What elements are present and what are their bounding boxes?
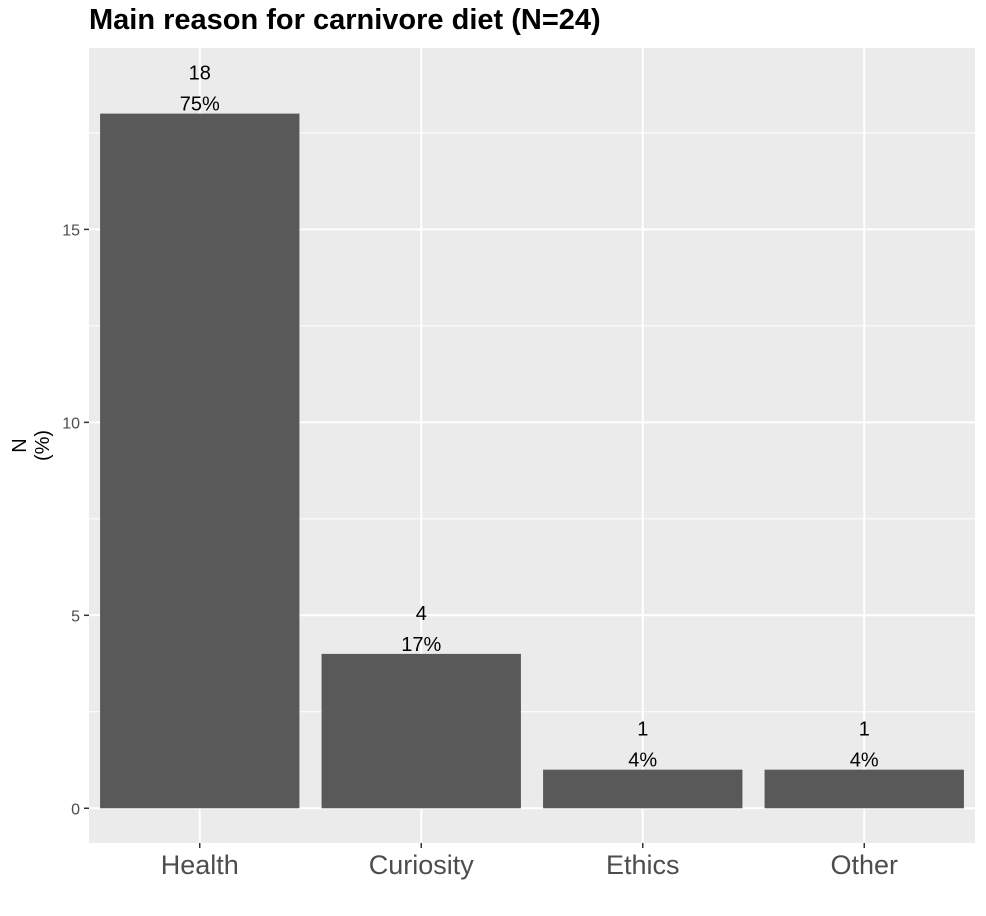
x-tick-label: Other <box>830 850 898 880</box>
x-tick-label: Health <box>161 850 239 880</box>
chart-title: Main reason for carnivore diet (N=24) <box>89 4 601 36</box>
bar-count-label: 4 <box>416 603 427 625</box>
bar-count-label: 18 <box>189 63 211 85</box>
y-tick-label: 0 <box>71 801 80 818</box>
bar-percent-label: 4% <box>850 750 879 772</box>
x-tick-label: Ethics <box>606 850 680 880</box>
y-tick-label: 15 <box>62 222 80 239</box>
bar-percent-label: 4% <box>628 750 657 772</box>
x-tick-label: Curiosity <box>369 850 475 880</box>
bar-other <box>764 769 964 809</box>
bar-percent-label: 17% <box>401 634 441 656</box>
y-tick-label: 10 <box>62 415 80 432</box>
bar-percent-label: 75% <box>180 94 220 116</box>
bar-curiosity <box>321 653 521 809</box>
bar-health <box>100 113 300 809</box>
y-tick-label: 5 <box>71 608 80 625</box>
bar-count-label: 1 <box>637 719 648 741</box>
bar-ethics <box>543 769 743 809</box>
bar-count-label: 1 <box>859 719 870 741</box>
y-axis-title-line2: (%) <box>32 430 54 461</box>
y-axis-title-line1: N <box>9 438 31 452</box>
